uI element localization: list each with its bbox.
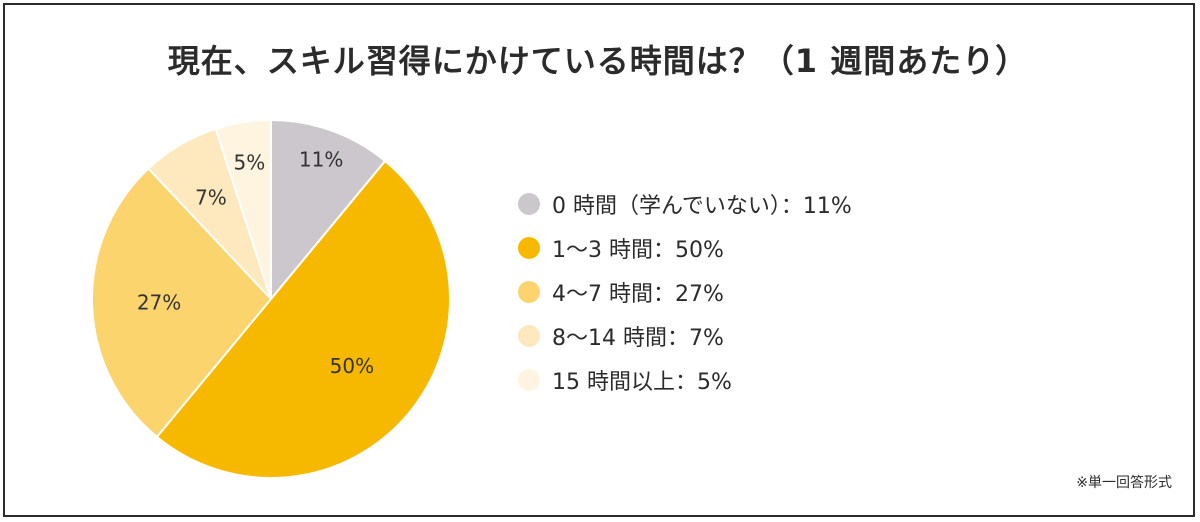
pie-slice-0 — [270, 118, 387, 302]
slice-value-label-4: 5% — [234, 151, 266, 175]
pie-slice-2 — [91, 167, 273, 439]
legend: 0 時間（学んでいない）：11% 1〜3 時間：50% 4〜7 時間：27% 8… — [518, 182, 852, 402]
legend-label: 8〜14 時間：7% — [552, 326, 724, 351]
legend-label: 4〜7 時間：27% — [552, 282, 724, 307]
legend-swatch-0 — [518, 193, 540, 215]
legend-swatch-2 — [518, 281, 540, 303]
legend-label: 1〜3 時間：50% — [552, 238, 724, 263]
legend-item: 4〜7 時間：27% — [518, 270, 852, 314]
legend-swatch-3 — [518, 325, 540, 347]
slice-value-label-3: 7% — [195, 185, 227, 209]
slice-value-label-2: 27% — [137, 291, 181, 315]
legend-swatch-4 — [518, 369, 540, 391]
legend-label: 0 時間（学んでいない）：11% — [552, 194, 852, 219]
chart-title: 現在、スキル習得にかけている時間は？（1 週間あたり） — [167, 42, 1029, 80]
answer-format-note: ※単一回答形式 — [1076, 475, 1172, 491]
slice-value-label-0: 11% — [299, 148, 343, 172]
legend-item: 0 時間（学んでいない）：11% — [518, 182, 852, 226]
pie-slice-1 — [155, 159, 451, 479]
pie-slice-4 — [214, 118, 272, 300]
legend-label: 15 時間以上：5% — [552, 370, 732, 395]
slice-value-label-1: 50% — [330, 354, 374, 378]
legend-item: 1〜3 時間：50% — [518, 226, 852, 270]
legend-item: 8〜14 時間：7% — [518, 314, 852, 358]
legend-swatch-1 — [518, 237, 540, 259]
legend-item: 15 時間以上：5% — [518, 358, 852, 402]
